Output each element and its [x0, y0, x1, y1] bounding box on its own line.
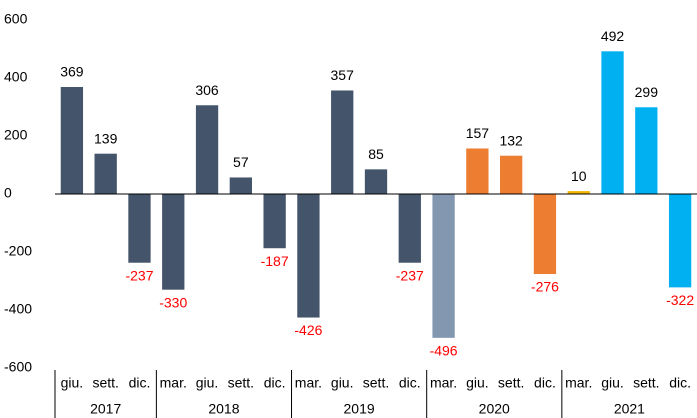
- bar: [364, 169, 388, 194]
- x-tick-label: sett.: [498, 375, 524, 391]
- data-label: 299: [635, 84, 659, 100]
- data-label: 306: [195, 82, 219, 98]
- bar: [195, 105, 219, 194]
- bar: [297, 194, 320, 318]
- data-label: 10: [571, 168, 587, 184]
- bar: [229, 177, 252, 194]
- data-label: 369: [60, 64, 84, 80]
- data-label: 85: [368, 146, 384, 162]
- group-label: 2021: [614, 401, 645, 417]
- x-tick-label: mar.: [430, 375, 457, 391]
- x-tick-label: dic.: [669, 375, 691, 391]
- data-label: 139: [94, 130, 118, 146]
- bar: [398, 194, 421, 263]
- group-label: 2020: [479, 401, 510, 417]
- y-tick-label: 200: [4, 127, 28, 143]
- bar: [567, 191, 590, 194]
- bar: [60, 86, 84, 194]
- data-label: -322: [666, 292, 694, 308]
- x-tick-label: mar.: [160, 375, 187, 391]
- x-tick-label: giu.: [601, 375, 624, 391]
- y-tick-label: -400: [4, 301, 32, 317]
- x-tick-label: dic.: [264, 375, 286, 391]
- bar: [162, 194, 185, 290]
- x-tick-label: giu.: [466, 375, 489, 391]
- data-label: -187: [261, 253, 289, 269]
- y-tick-label: 400: [4, 69, 28, 85]
- group-label: 2017: [90, 401, 121, 417]
- y-tick-label: -200: [4, 243, 32, 259]
- data-label: 157: [466, 125, 490, 141]
- x-tick-label: giu.: [196, 375, 219, 391]
- bar: [635, 107, 658, 194]
- data-label: -276: [531, 279, 559, 295]
- x-tick-label: dic.: [399, 375, 421, 391]
- x-tick-label: sett.: [92, 375, 118, 391]
- bar: [533, 194, 557, 275]
- bar: [263, 194, 286, 249]
- bar: [432, 194, 455, 338]
- bar: [94, 153, 117, 194]
- bar: [331, 90, 354, 194]
- data-label: -426: [294, 322, 322, 338]
- y-tick-label: 600: [4, 11, 28, 27]
- y-tick-label: 0: [4, 185, 12, 201]
- data-label: 132: [499, 132, 523, 148]
- x-tick-label: giu.: [331, 375, 354, 391]
- x-tick-label: sett.: [633, 375, 659, 391]
- data-label: 357: [331, 67, 355, 83]
- x-tick-label: sett.: [363, 375, 389, 391]
- bar: [466, 148, 489, 194]
- data-label: -330: [159, 294, 187, 310]
- x-tick-label: mar.: [565, 375, 592, 391]
- y-tick-label: -600: [4, 359, 32, 375]
- data-label: -237: [125, 267, 153, 283]
- x-tick-label: sett.: [228, 375, 254, 391]
- data-label: -496: [430, 343, 458, 359]
- group-label: 2018: [208, 401, 239, 417]
- x-tick-label: mar.: [295, 375, 322, 391]
- data-label: -237: [396, 267, 424, 283]
- bar: [500, 155, 523, 194]
- bar: [601, 51, 624, 194]
- x-tick-label: dic.: [534, 375, 556, 391]
- group-label: 2019: [344, 401, 375, 417]
- bar: [668, 194, 692, 288]
- x-tick-label: giu.: [61, 375, 84, 391]
- data-label: 57: [233, 154, 249, 170]
- x-tick-label: dic.: [129, 375, 151, 391]
- bar: [128, 194, 151, 263]
- data-label: 492: [601, 28, 625, 44]
